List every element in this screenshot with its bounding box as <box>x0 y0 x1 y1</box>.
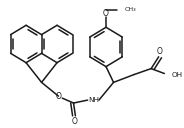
Text: CH₃: CH₃ <box>125 7 137 12</box>
Text: O: O <box>103 9 109 18</box>
Text: O: O <box>157 47 162 56</box>
Text: NH: NH <box>88 97 99 103</box>
Text: O: O <box>72 117 77 126</box>
Text: OH: OH <box>172 72 183 78</box>
Text: O: O <box>56 92 61 101</box>
